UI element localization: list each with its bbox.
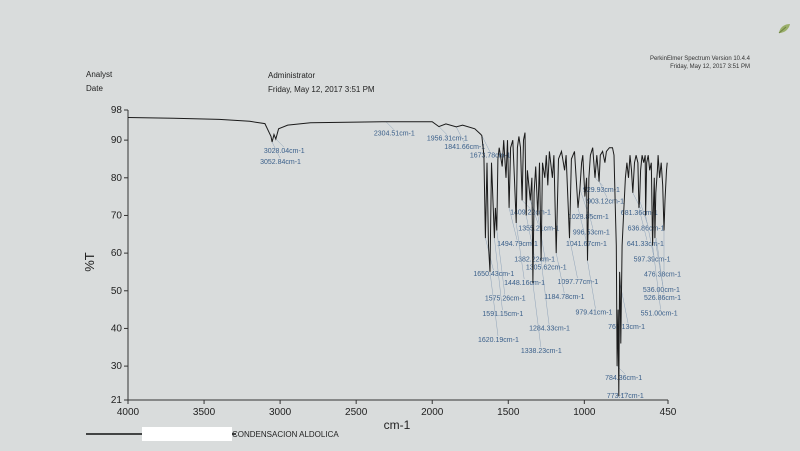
peak-label: 1041.67cm-1 bbox=[566, 241, 607, 248]
peak-label: 1305.62cm-1 bbox=[526, 264, 567, 271]
date-label: Date bbox=[86, 84, 103, 93]
peak-label: 1448.16cm-1 bbox=[504, 280, 545, 287]
x-tick-label: 2000 bbox=[421, 407, 444, 418]
peak-label: 1338.23cm-1 bbox=[521, 348, 562, 355]
peak-label: 1184.78cm-1 bbox=[544, 294, 584, 301]
peak-label: 1382.22cm-1 bbox=[514, 256, 555, 263]
peak-leader bbox=[639, 200, 648, 225]
y-tick-label: 21 bbox=[111, 395, 123, 406]
legend-sample-name: CONDENSACION ALDOLICA bbox=[232, 430, 339, 439]
peak-label: 1284.33cm-1 bbox=[529, 326, 570, 333]
leaf-icon bbox=[778, 24, 790, 34]
peak-label: 765.13cm-1 bbox=[608, 324, 645, 331]
x-tick-label: 4000 bbox=[117, 407, 140, 418]
peak-label: 551.00cm-1 bbox=[641, 311, 678, 318]
peak-label: 641.33cm-1 bbox=[627, 241, 664, 248]
peak-leader bbox=[569, 238, 578, 279]
date-value: Friday, May 12, 2017 3:51 PM bbox=[268, 85, 375, 94]
chart-axes: 4000 3500 3000 2500 2000 1500 1000 450 21 30 40 50 6… bbox=[111, 105, 677, 418]
peak-label: 3028.04cm-1 bbox=[264, 148, 305, 155]
peak-leader bbox=[555, 253, 565, 294]
x-tick-label: 1500 bbox=[497, 407, 520, 418]
analyst-label: Analyst bbox=[86, 70, 113, 79]
x-tick-label: 3500 bbox=[193, 407, 216, 418]
peak-label: 1650.43cm-1 bbox=[473, 271, 514, 278]
peak-label: 929.93cm-1 bbox=[583, 187, 620, 194]
software-info: PerkinElmer Spectrum Version 10.4.4 Frid… bbox=[560, 55, 750, 71]
y-tick-label: 50 bbox=[111, 286, 123, 297]
peak-label: 597.39cm-1 bbox=[634, 256, 671, 263]
peak-label: 2304.51cm-1 bbox=[374, 131, 415, 138]
peak-leader bbox=[540, 260, 550, 325]
peak-leader bbox=[577, 207, 587, 240]
peak-label: 773.17cm-1 bbox=[607, 393, 644, 400]
peak-leader bbox=[618, 391, 627, 397]
peak-label: 1097.77cm-1 bbox=[557, 279, 598, 286]
x-tick-label: 2500 bbox=[345, 407, 368, 418]
software-datetime: Friday, May 12, 2017 3:51 PM bbox=[670, 64, 750, 70]
peak-label: 996.53cm-1 bbox=[573, 230, 610, 237]
y-tick-label: 40 bbox=[111, 323, 123, 334]
peak-label: 1355.21cm-1 bbox=[518, 225, 559, 232]
peak-leader bbox=[456, 126, 465, 144]
y-tick-label: 60 bbox=[111, 248, 123, 259]
peak-leader bbox=[494, 238, 503, 311]
x-tick-label: 3000 bbox=[269, 407, 292, 418]
y-tick-label: 98 bbox=[111, 105, 123, 116]
x-tick-label: 450 bbox=[660, 407, 677, 418]
peak-leader bbox=[638, 207, 648, 240]
y-tick-label: 80 bbox=[111, 173, 123, 184]
peak-leader bbox=[438, 126, 448, 135]
peak-leader bbox=[508, 207, 518, 240]
peak-label: 681.36cm-1 bbox=[621, 210, 658, 217]
peak-leader bbox=[385, 121, 395, 130]
peak-leader bbox=[496, 230, 506, 295]
peak-label: 979.41cm-1 bbox=[575, 310, 612, 317]
analyst-value: Administrator bbox=[268, 71, 316, 80]
y-tick-label: 70 bbox=[111, 210, 123, 221]
peak-label: 1409.22cm-1 bbox=[510, 209, 551, 216]
peak-label: 536.00cm-1 bbox=[643, 287, 680, 294]
peak-label: 1841.66cm-1 bbox=[444, 144, 485, 151]
peak-label: 1575.26cm-1 bbox=[485, 296, 526, 303]
peak-label: 784.36cm-1 bbox=[605, 375, 642, 382]
peak-label: 903.12cm-1 bbox=[587, 199, 624, 206]
y-axis-label: %T bbox=[82, 252, 97, 272]
y-tick-label: 90 bbox=[111, 135, 123, 146]
peak-leader bbox=[598, 181, 608, 198]
peak-leader bbox=[532, 283, 542, 348]
peak-leader bbox=[271, 141, 281, 159]
peak-leader bbox=[275, 138, 285, 148]
peak-leader bbox=[584, 196, 594, 229]
x-axis-label: cm-1 bbox=[384, 418, 411, 432]
peak-leader bbox=[515, 222, 525, 280]
y-tick-label: 30 bbox=[111, 361, 123, 372]
peak-leader bbox=[656, 238, 665, 295]
peak-label: 526.86cm-1 bbox=[644, 295, 681, 302]
x-tick-label: 1000 bbox=[573, 407, 596, 418]
peak-label: 1494.79cm-1 bbox=[497, 241, 538, 248]
peak-leader bbox=[587, 260, 596, 309]
peak-label: 1620.19cm-1 bbox=[478, 337, 519, 344]
spectrum-line bbox=[127, 117, 668, 397]
peak-label: 636.86cm-1 bbox=[628, 225, 665, 232]
software-version: PerkinElmer Spectrum Version 10.4.4 bbox=[649, 56, 750, 62]
legend-redaction bbox=[142, 427, 232, 441]
peak-leader bbox=[645, 215, 654, 256]
peak-label: 1591.15cm-1 bbox=[482, 311, 523, 318]
peak-leader bbox=[489, 271, 499, 336]
peak-label: 3052.84cm-1 bbox=[260, 159, 301, 166]
peak-leader bbox=[652, 245, 661, 310]
peak-label: 1673.78cm-1 bbox=[470, 153, 511, 160]
peak-label: 476.38cm-1 bbox=[644, 272, 681, 279]
peak-label: 1956.31cm-1 bbox=[427, 136, 468, 143]
peak-leader bbox=[481, 135, 491, 152]
